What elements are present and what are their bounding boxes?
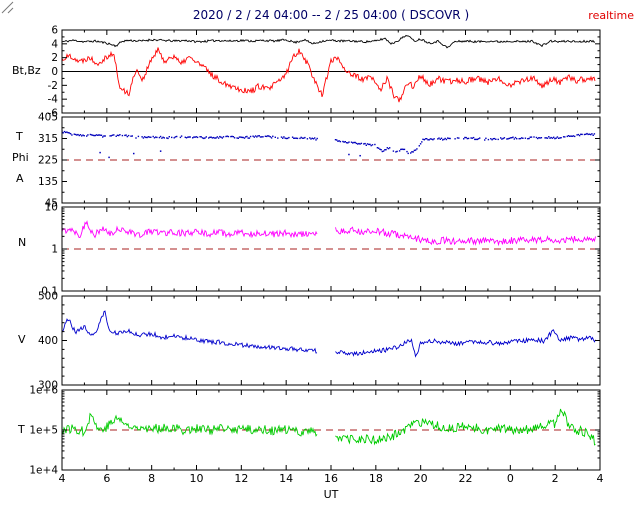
y-tick-label: 500 (38, 291, 58, 303)
y-tick-label: 300 (38, 380, 58, 392)
x-axis-labels: 4 6 8 10 12 14 16 18 20 22 0 2 4 (59, 472, 604, 485)
realtime-label: realtime (588, 9, 634, 22)
x-tick-label: 10 (190, 472, 204, 485)
x-tick-label: 4 (597, 472, 604, 485)
y-tick-label: 2 (51, 52, 58, 64)
y-tick-label: 45 (45, 198, 58, 210)
y-tick-label: 10 (45, 202, 58, 214)
ylabel-velocity: V (18, 333, 26, 346)
y-tick-label: 0.1 (41, 286, 58, 298)
y-tick-label: -4 (48, 94, 59, 106)
x-tick-label: 6 (103, 472, 110, 485)
panel-density: 10 1 0.1 (41, 202, 601, 298)
y-tick-label: -2 (48, 80, 58, 92)
x-tick-label: 4 (59, 472, 66, 485)
y-tick-label: 6 (51, 25, 58, 37)
x-axis-title: UT (323, 488, 339, 501)
x-tick-label: 16 (324, 472, 338, 485)
panel-border (61, 295, 601, 386)
y-tick-label: 135 (38, 176, 58, 188)
ylabel-a: A (16, 172, 24, 185)
panel-velocity: 500 400 300 (38, 291, 601, 392)
panel-border (61, 29, 601, 114)
x-tick-label: 20 (414, 472, 428, 485)
y-tick-label: 1e+4 (29, 465, 58, 477)
y-tick-label: 1e+6 (29, 385, 58, 397)
x-tick-label: 18 (369, 472, 383, 485)
x-tick-label: 0 (507, 472, 514, 485)
panel-temperature: 1e+6 1e+5 1e+4 (29, 385, 601, 477)
panel-bt-bz: 64 2 0 -2 -4 -6 (48, 25, 601, 120)
y-tick-label: -6 (48, 108, 59, 120)
series-V (62, 310, 596, 358)
y-tick-label: 1 (51, 244, 58, 256)
ylabel-density: N (18, 236, 27, 249)
chart-title: 2020 / 2 / 24 04:00 -- 2 / 25 04:00 ( DS… (192, 8, 470, 22)
panel-border (61, 389, 601, 471)
panel-border (61, 206, 601, 292)
y-tick-label: 4 (51, 38, 58, 50)
x-tick-label: 8 (148, 472, 155, 485)
x-tick-label: 2 (552, 472, 559, 485)
y-tick-label: 225 (38, 155, 58, 167)
series-N (62, 220, 596, 247)
panel-phi: 405 315 225 135 45 (38, 112, 601, 210)
y-tick-label: 315 (38, 133, 58, 145)
series-T (62, 408, 596, 446)
resize-grip-icon[interactable] (0, 0, 14, 14)
x-tick-label: 12 (234, 472, 248, 485)
y-tick-label: 400 (38, 335, 58, 347)
ylabel-phi: Phi (12, 151, 29, 164)
series-Bz (62, 47, 596, 103)
x-tick-label: 14 (279, 472, 293, 485)
y-tick-label: 1e+5 (29, 425, 58, 437)
series-Bt (62, 34, 596, 49)
ylabel-theta: T (16, 130, 23, 143)
x-tick-label: 22 (459, 472, 473, 485)
y-tick-label: 405 (38, 112, 58, 124)
ylabel-temperature: T (18, 423, 25, 436)
ylabel-bt-bz: Bt,Bz (12, 64, 41, 77)
panel-border (61, 116, 601, 204)
y-tick-label: 0 (51, 66, 58, 78)
